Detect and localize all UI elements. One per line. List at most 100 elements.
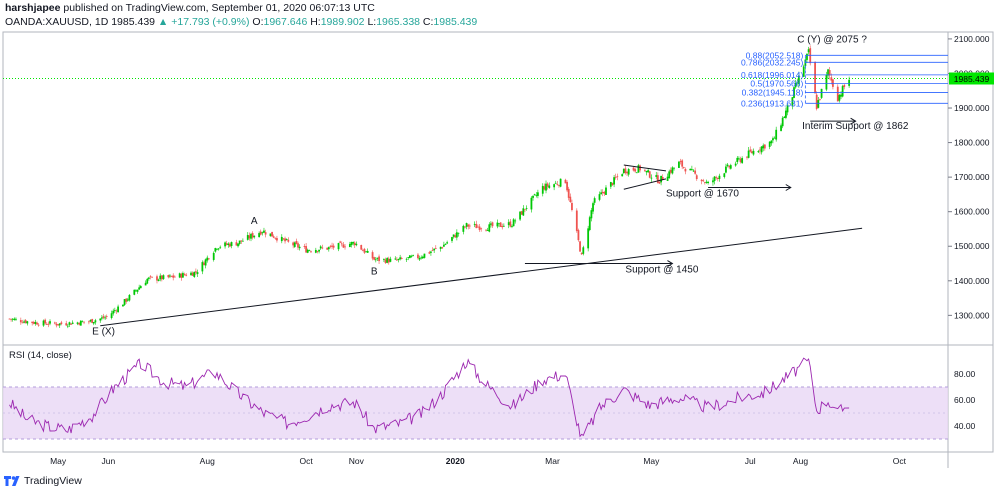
candle-body xyxy=(582,247,585,254)
candle-body xyxy=(19,320,22,323)
drawings[interactable]: C (Y) @ 2075 ? A B E (X) Support @ 1670 Suppo… xyxy=(92,34,909,337)
long-term-trendline[interactable] xyxy=(100,227,863,327)
candle-body xyxy=(566,182,568,191)
candle-body xyxy=(502,225,505,227)
candle-body xyxy=(838,94,841,101)
candle-body xyxy=(645,170,648,173)
fibonacci-retracement[interactable]: 0.88(2052.518)0.786(2032.245) 0.618(1996.… xyxy=(741,50,948,108)
candle-body xyxy=(455,232,458,238)
candle-body xyxy=(217,248,220,250)
candle-body xyxy=(679,161,682,163)
candle-body xyxy=(374,259,377,261)
annotation-label[interactable]: A xyxy=(251,216,258,227)
candle-body xyxy=(169,275,171,277)
candle-body xyxy=(770,140,773,144)
candle-body xyxy=(24,320,27,324)
rsi-band xyxy=(3,387,948,439)
candle-body xyxy=(238,240,241,244)
candle-body xyxy=(741,158,744,163)
rsi-legend-label[interactable]: RSI (14, close) xyxy=(9,350,72,361)
candle-body xyxy=(752,150,755,155)
published-text: published on TradingView.com, September … xyxy=(63,2,375,14)
author[interactable]: harshjapee xyxy=(5,2,61,14)
candle-body xyxy=(480,228,483,230)
candle-body xyxy=(212,252,215,260)
candle-body xyxy=(105,316,108,317)
triangle-line[interactable] xyxy=(623,178,667,190)
candle-body xyxy=(728,166,731,168)
candle-body xyxy=(433,248,436,251)
candle-body xyxy=(588,217,591,231)
candle-body xyxy=(473,223,476,225)
candle-body xyxy=(478,226,481,230)
candle-body xyxy=(690,169,693,170)
candle-body xyxy=(512,219,515,227)
brand-name[interactable]: TradingView xyxy=(24,475,82,487)
annotation-label[interactable]: Interim Support @ 1862 xyxy=(802,121,909,132)
candle-body xyxy=(614,176,617,178)
candle-body xyxy=(465,223,468,227)
candle-body xyxy=(496,222,499,227)
candle-body xyxy=(418,257,421,260)
candle-body xyxy=(729,165,732,169)
candle-body xyxy=(723,173,726,177)
candle-body xyxy=(319,246,322,249)
candle-body xyxy=(55,323,58,326)
candle-body xyxy=(204,259,207,266)
candle-body xyxy=(219,246,222,248)
annotation-label[interactable]: Support @ 1670 xyxy=(666,188,739,199)
last-price: 1985.439 xyxy=(111,16,155,28)
candle-body xyxy=(180,273,183,278)
candle-body xyxy=(660,175,662,183)
candle-body xyxy=(548,185,551,188)
candle-body xyxy=(264,232,267,235)
candle-body xyxy=(634,169,637,172)
annotation-label[interactable]: Support @ 1450 xyxy=(625,265,698,276)
candle-body xyxy=(11,318,14,320)
footer: TradingView xyxy=(4,474,82,488)
candle-body xyxy=(376,257,379,259)
candle-body xyxy=(637,165,640,173)
candle-body xyxy=(58,323,61,326)
price-tick-label: 1400.000 xyxy=(954,276,990,286)
annotation-label[interactable]: E (X) xyxy=(92,326,115,337)
candle-body xyxy=(669,169,672,173)
candle-body xyxy=(194,271,197,273)
candle-body xyxy=(611,182,614,186)
candle-body xyxy=(340,243,343,245)
candle-body xyxy=(78,322,81,325)
candle-body xyxy=(258,233,261,238)
candle-body xyxy=(227,243,230,246)
candle-body xyxy=(541,185,544,194)
candle-body xyxy=(386,258,389,263)
candle-body xyxy=(622,168,625,174)
candle-body xyxy=(42,320,45,326)
price-tick-label: 1900.000 xyxy=(954,103,990,113)
arrow-head-icon xyxy=(667,260,674,267)
candle-body xyxy=(558,185,560,187)
time-tick-label: Oct xyxy=(893,456,907,466)
axes: 1300.000 1400.000 1500.000 1600.000 1700.000… xyxy=(50,34,994,466)
candle-body xyxy=(746,156,748,158)
candle-body xyxy=(182,273,184,278)
candle-body xyxy=(337,243,340,250)
candle-body xyxy=(848,79,851,86)
candle-body xyxy=(747,150,750,158)
candle-body xyxy=(819,98,821,100)
candle-body xyxy=(65,323,68,326)
candle-body xyxy=(191,272,194,276)
candle-body xyxy=(814,62,816,94)
candle-body xyxy=(248,235,251,239)
time-tick-label: Oct xyxy=(299,456,313,466)
triangle-line[interactable] xyxy=(623,164,667,172)
candle-body xyxy=(15,318,17,320)
annotation-label[interactable]: B xyxy=(371,267,378,278)
candle-body xyxy=(321,247,324,249)
candle-body xyxy=(509,221,512,227)
candle-body xyxy=(475,223,478,229)
candle-body xyxy=(559,178,562,187)
candle-body xyxy=(587,228,590,249)
candle-body xyxy=(34,321,37,325)
annotation-label[interactable]: C (Y) @ 2075 ? xyxy=(797,34,867,45)
